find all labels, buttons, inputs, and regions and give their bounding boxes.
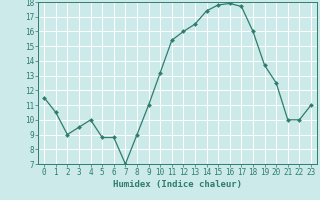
X-axis label: Humidex (Indice chaleur): Humidex (Indice chaleur) — [113, 180, 242, 189]
